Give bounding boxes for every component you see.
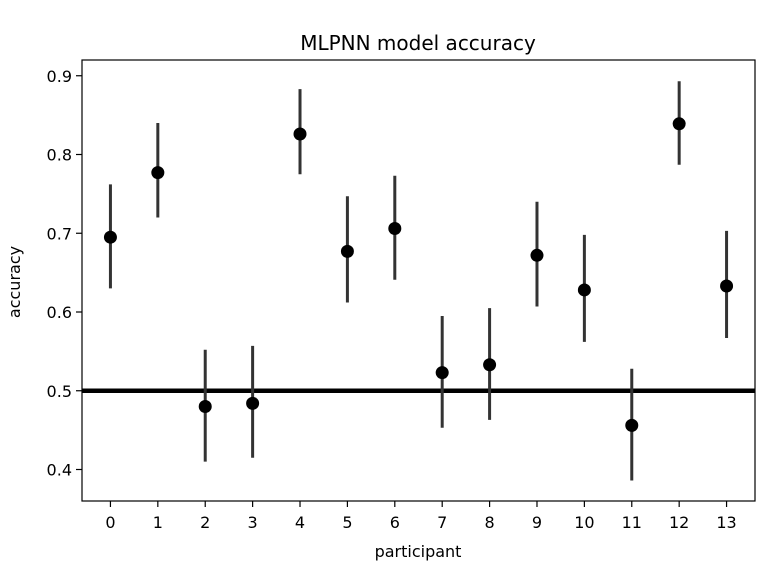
x-tick-label: 10: [574, 513, 594, 532]
y-tick-label: 0.7: [47, 224, 72, 243]
x-tick-label: 6: [390, 513, 400, 532]
data-point: [435, 366, 449, 380]
x-tick-label: 11: [622, 513, 642, 532]
x-tick-label: 0: [105, 513, 115, 532]
y-tick-label: 0.4: [47, 461, 72, 480]
data-point: [388, 222, 402, 236]
data-point: [530, 248, 544, 262]
y-tick-label: 0.5: [47, 382, 72, 401]
data-point: [720, 279, 734, 293]
plot-frame: [81, 59, 756, 502]
data-point: [672, 117, 686, 131]
data-point: [340, 244, 354, 258]
data-point: [625, 418, 639, 432]
data-point: [293, 127, 307, 141]
x-tick-label: 8: [484, 513, 494, 532]
x-tick-label: 4: [295, 513, 305, 532]
y-tick-label: 0.8: [47, 146, 72, 165]
data-point: [483, 358, 497, 372]
y-axis-label: accuracy: [5, 246, 24, 318]
x-tick-label: 5: [342, 513, 352, 532]
x-tick-label: 13: [716, 513, 736, 532]
x-tick-label: 9: [532, 513, 542, 532]
y-tick-label: 0.6: [47, 303, 72, 322]
plot-area: 0.40.50.60.70.80.90 1 2 3 4 5 6 7 8 9 10 11 12 13: [47, 67, 755, 532]
data-point: [198, 400, 212, 413]
data-point: [151, 166, 165, 180]
x-tick-label: 7: [437, 513, 447, 532]
chart-title: MLPNN model accuracy: [300, 31, 536, 55]
data-point: [246, 396, 260, 410]
x-tick-label: 12: [669, 513, 689, 532]
data-point: [577, 283, 591, 297]
x-axis-label: participant: [375, 542, 462, 561]
x-tick-label: 2: [200, 513, 210, 532]
x-tick-label: 3: [248, 513, 258, 532]
data-point: [103, 230, 117, 244]
y-tick-label: 0.9: [47, 67, 72, 86]
x-tick-label: 1: [153, 513, 163, 532]
